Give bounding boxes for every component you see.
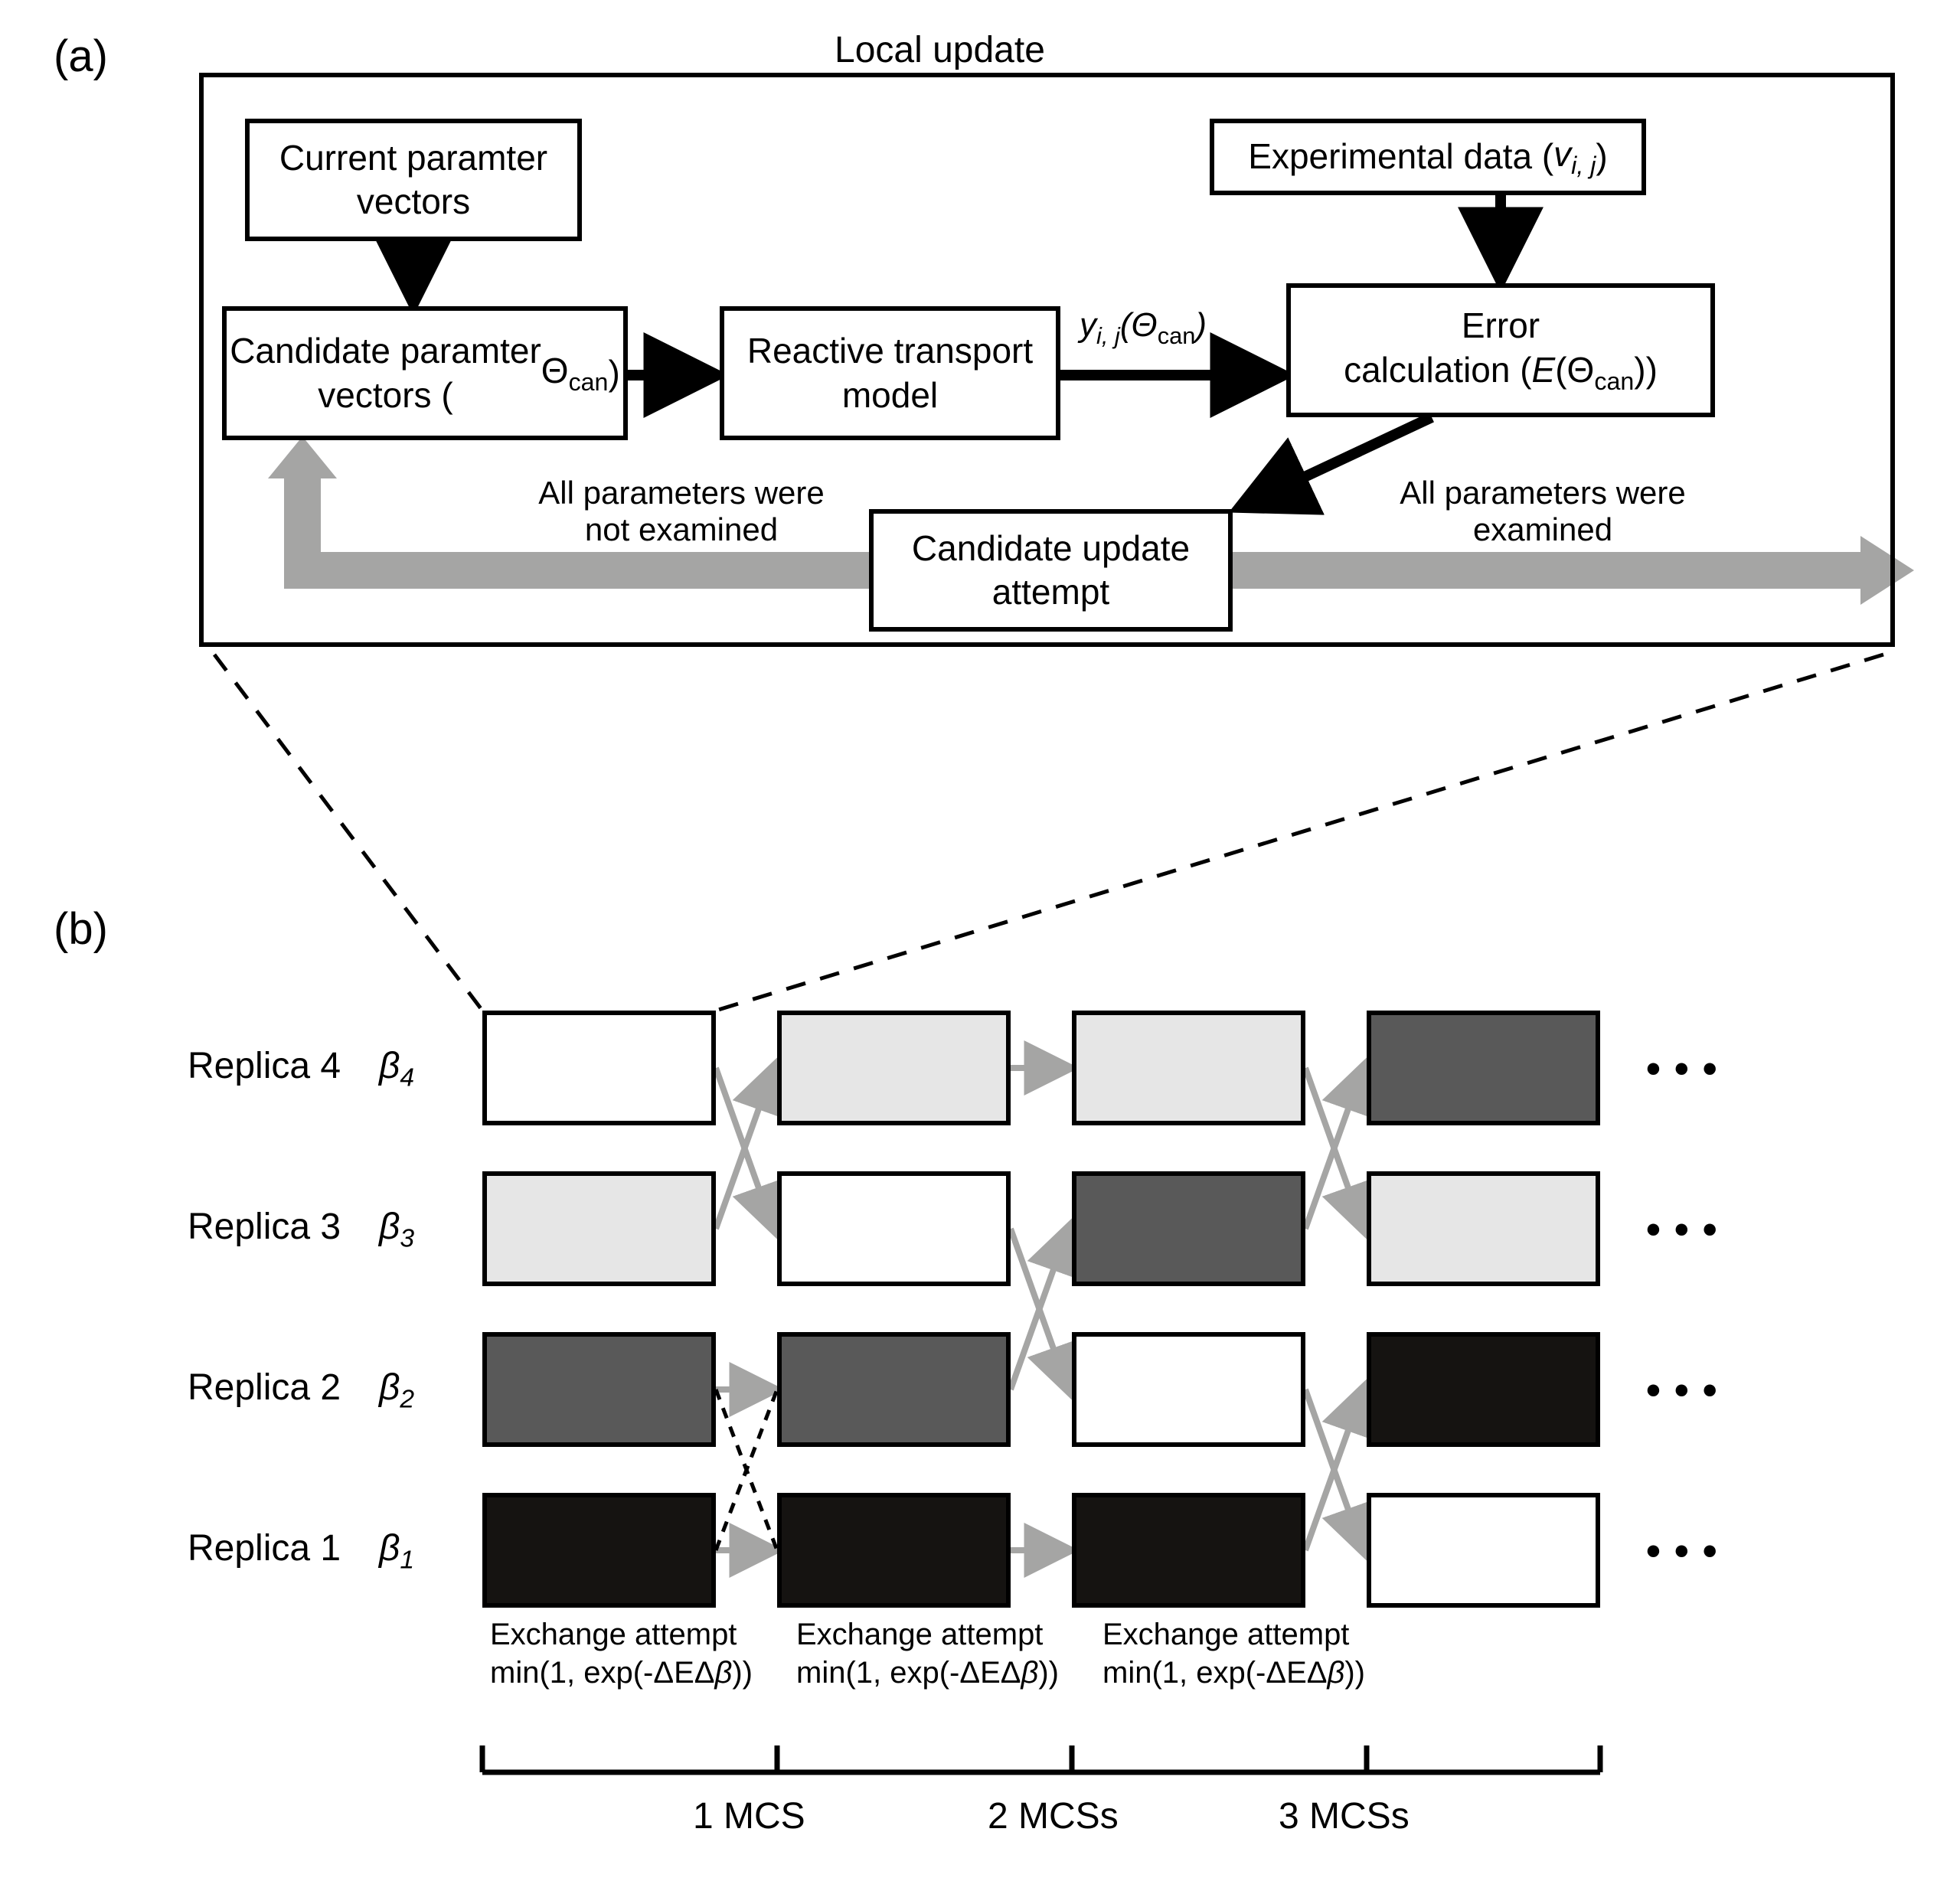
rep-box-r3-c3 [1072,1171,1305,1286]
row-label-3: Replica 3 [188,1206,341,1248]
rep-box-r1-c2 [777,1493,1011,1608]
rep-box-r3-c1 [482,1171,716,1286]
exp-text: Experimental data ( [1248,135,1553,179]
rep-box-r4-c3 [1072,1011,1305,1125]
row-label-2: Replica 2 [188,1367,341,1409]
error-l2a: calculation ( [1344,350,1531,390]
box-candidate-param: Candidate paramter vectors (Θcan) [222,306,628,440]
row-label-4: Replica 4 [188,1045,341,1087]
rep-box-r4-c1 [482,1011,716,1125]
exchange-1-l2: min(1, exp(-ΔEΔβ)) [490,1654,796,1692]
dots-r1: ••• [1646,1527,1731,1575]
edge-label-yij: yi, j(Θcan) [1080,306,1207,350]
panel-a-label: (a) [54,31,108,82]
rep-box-r2-c2 [777,1332,1011,1447]
error-line1: Error [1462,304,1540,348]
exchange-3-l2: min(1, exp(-ΔEΔβ)) [1102,1654,1409,1692]
b-axis [482,1745,1600,1772]
rep-box-r1-c4 [1367,1493,1600,1608]
dots-r4: ••• [1646,1045,1731,1092]
exp-sym: vi, j [1553,132,1596,181]
box-candidate-attempt: Candidate update attempt [869,509,1233,632]
panel-a-title: Local update [835,29,1045,71]
axis-tick-3: 3 MCSs [1279,1795,1410,1837]
rep-box-r3-c4 [1367,1171,1600,1286]
exp-close: ) [1596,135,1607,179]
rep-box-r1-c3 [1072,1493,1305,1608]
box-current-param: Current paramter vectors [245,119,582,241]
candidate-text: Candidate paramter vectors ( [230,329,541,417]
row-beta-3: β3 [379,1206,414,1254]
rep-box-r2-c1 [482,1332,716,1447]
rep-box-r4-c4 [1367,1011,1600,1125]
error-l2b: E [1532,350,1556,390]
axis-tick-2: 2 MCSs [988,1795,1119,1837]
row-label-1: Replica 1 [188,1527,341,1569]
box-error-calc: Error calculation (E(Θcan)) [1286,283,1715,417]
zoom-line-left [214,655,482,1011]
dots-r3: ••• [1646,1206,1731,1253]
rep-box-r4-c2 [777,1011,1011,1125]
dots-r2: ••• [1646,1367,1731,1414]
exchange-1-l1: Exchange attempt [490,1615,796,1654]
exchange-2-l1: Exchange attempt [796,1615,1102,1654]
exchange-caption-2: Exchange attempt min(1, exp(-ΔEΔβ)) [796,1615,1102,1692]
axis-tick-1: 1 MCS [693,1795,805,1837]
figure-root: (a) Local update Current paramter vector… [0,0,1960,1894]
panel-b-label: (b) [54,903,108,955]
row-beta-2: β2 [379,1367,414,1415]
error-l2c: ) [1646,350,1658,390]
exchange-caption-1: Exchange attempt min(1, exp(-ΔEΔβ)) [490,1615,796,1692]
exchange-3-l1: Exchange attempt [1102,1615,1409,1654]
error-line2: calculation (E(Θcan)) [1344,348,1658,397]
row-beta-1: β1 [379,1527,414,1576]
candidate-close: ) [608,351,619,396]
box-reactive-model: Reactive transport model [720,306,1060,440]
rep-box-r2-c4 [1367,1332,1600,1447]
zoom-line-right [716,655,1883,1011]
exchange-2-l2: min(1, exp(-ΔEΔβ)) [796,1654,1102,1692]
exchange-caption-3: Exchange attempt min(1, exp(-ΔEΔβ)) [1102,1615,1409,1692]
row-beta-4: β4 [379,1045,414,1093]
candidate-sym: Θcan [541,349,609,397]
feedback-right-text: All parameters were examined [1363,475,1723,548]
box-experimental: Experimental data (vi, j) [1210,119,1646,195]
rep-box-r3-c2 [777,1171,1011,1286]
feedback-left-text: All parameters were not examined [501,475,861,548]
rep-box-r2-c3 [1072,1332,1305,1447]
rep-box-r1-c1 [482,1493,716,1608]
